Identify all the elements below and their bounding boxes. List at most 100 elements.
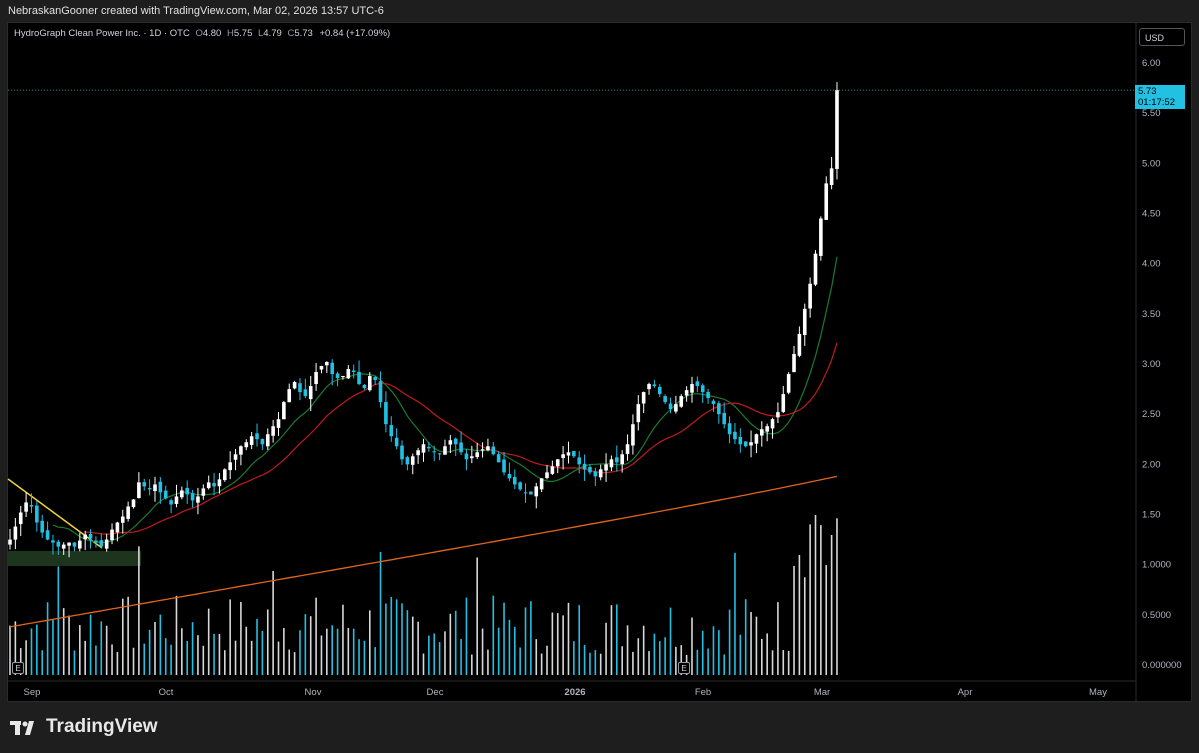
support-zone [8,551,141,566]
volume-bar [653,633,656,675]
volume-bar [62,608,65,675]
volume-bar [315,597,317,675]
x-tick-label: 2026 [564,687,585,698]
candle-body [255,433,259,440]
candle-body [507,473,512,479]
candle-body [786,374,791,393]
volume-bar [304,614,307,675]
candle-body [604,464,608,471]
volume-bar [272,570,274,675]
volume-bar [250,640,253,675]
candle-body [722,412,727,425]
candle-body [443,446,447,455]
candle-body [453,438,458,445]
volume-bar [787,650,790,675]
candle-body [94,540,98,543]
x-tick-label: Sep [24,687,41,698]
candle-body [169,500,173,505]
candle-body [405,457,410,465]
volume-bar [331,625,333,675]
volume-bar [368,610,371,675]
candle-body [631,424,635,446]
volume-bar [213,633,215,675]
volume-bar [127,596,129,675]
candle-body [416,450,420,456]
candle-body [357,371,361,385]
candle-body [18,512,23,525]
volume-bar [395,599,398,675]
tradingview-logo[interactable]: TradingView [10,716,158,738]
volume-bar [138,546,140,675]
earnings-icon[interactable]: E [678,662,690,674]
candle-body [61,544,66,549]
candle-body [743,441,748,447]
candle-body [174,496,179,504]
volume-bar [573,641,575,675]
candle-body [147,488,152,490]
candle-body [142,482,147,487]
candle-body [668,403,673,410]
volume-bar [669,607,672,675]
candle-body [362,384,367,389]
volume-bar [476,557,478,675]
candle-body [749,442,753,446]
volume-bar [691,617,693,675]
candle-body [239,446,243,455]
volume-bar [777,602,779,675]
volume-bar [712,626,715,675]
candle-body [185,487,190,495]
volume-bar [723,654,726,675]
candle-body [314,372,318,384]
candle-body [727,423,732,435]
volume-bar [116,651,119,675]
volume-bar [535,639,538,675]
candle-body [539,478,544,490]
tradingview-logo-icon [10,718,40,736]
candle-body [308,386,313,400]
x-tick-label: Dec [427,687,444,698]
bar-countdown: 01:17:52 [1138,97,1175,108]
volume-bar [159,614,162,675]
candle-body [711,400,716,405]
currency-button[interactable]: USD [1139,28,1185,46]
candle-body [351,370,356,373]
candle-body [249,436,254,445]
earnings-icon[interactable]: E [12,662,24,674]
volume-bar [503,602,505,675]
volume-bar [363,640,366,675]
volume-bar [374,647,376,675]
candle-body [45,530,50,540]
candle-body [8,539,12,545]
candle-body [464,453,469,460]
volume-bar [229,599,231,675]
volume-bar [438,642,441,675]
volume-bar [46,602,49,675]
volume-bar [594,650,597,675]
candle-body [717,403,721,415]
volume-bar [36,624,38,675]
volume-bar [798,554,801,675]
candle-body [104,539,109,549]
candle-body [330,362,334,375]
volume-bar [728,609,731,675]
candle-body [120,516,125,523]
candle-body [550,466,555,474]
candle-body [427,446,431,449]
x-tick-label: Apr [958,687,973,698]
candle-body [373,377,377,381]
candle-body [244,442,249,448]
candle-body [432,451,437,453]
volume-bar [299,630,301,675]
chart-frame[interactable] [7,22,1192,702]
candle-body [265,434,270,447]
candle-body [566,452,571,456]
candle-body [319,366,324,370]
volume-bar [218,633,221,675]
volume-bar [642,625,645,675]
candle-body [491,446,496,455]
candle-body [110,529,114,541]
candle-body [781,394,786,412]
candle-body [83,534,87,540]
candle-body [679,396,684,407]
